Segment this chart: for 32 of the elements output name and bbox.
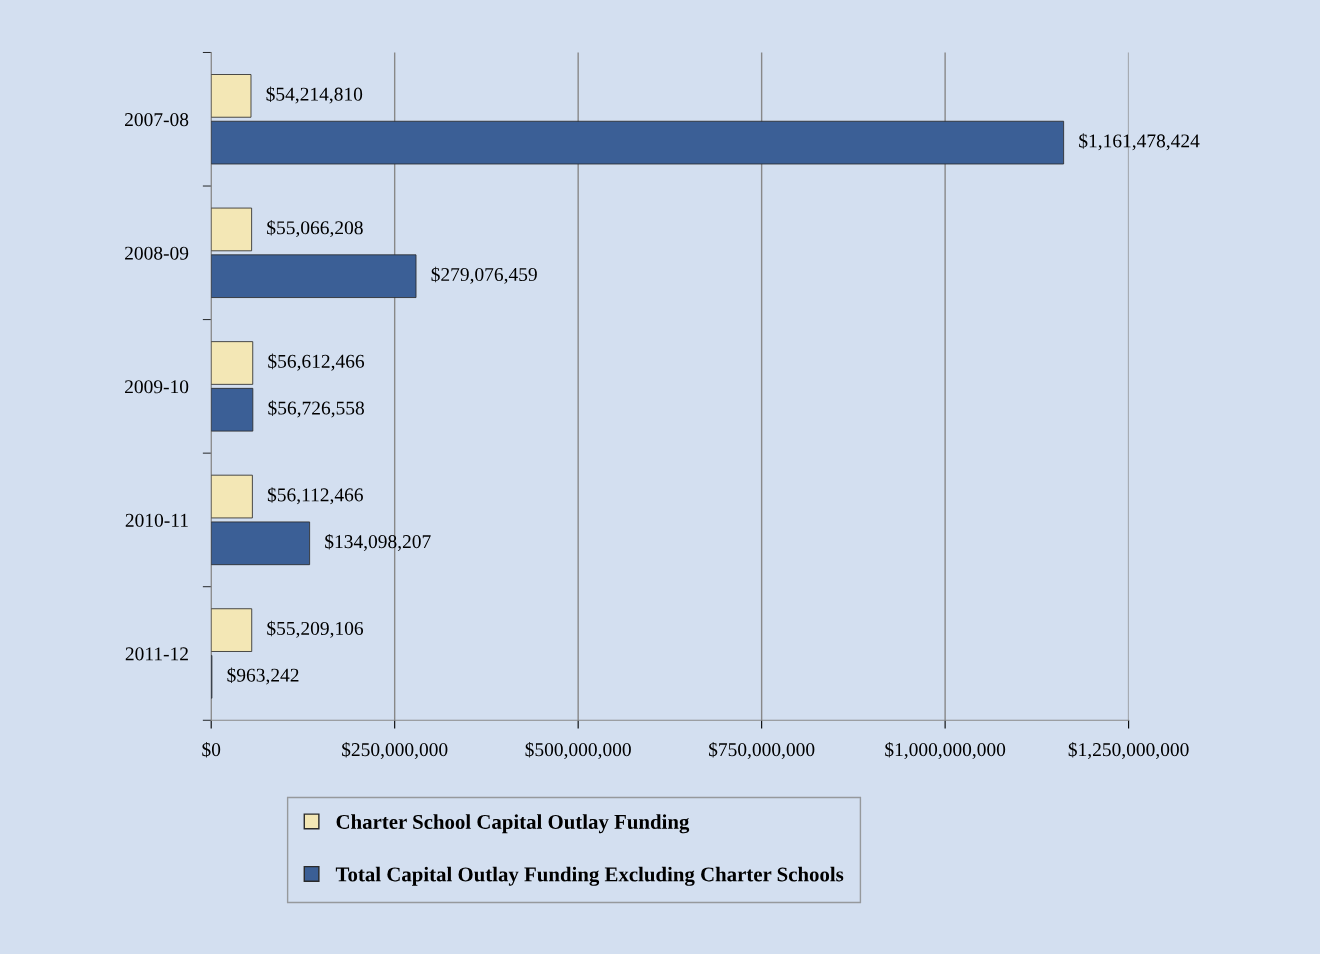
bar: [211, 341, 254, 385]
data-label: $55,066,208: [267, 220, 363, 238]
x-tick-label: $1,250,000,000: [1068, 741, 1189, 759]
data-label: $56,726,558: [268, 400, 364, 418]
y-tick-label: 2011-12: [125, 647, 188, 661]
bar: [211, 120, 1065, 165]
y-tick-label: 2008-09: [125, 246, 189, 260]
legend-label: Charter School Capital Outlay Funding: [336, 814, 690, 834]
data-label: $56,612,466: [268, 353, 365, 371]
x-tick-label: $750,000,000: [709, 741, 815, 759]
data-label: $54,214,810: [266, 86, 363, 104]
x-tick-label: $500,000,000: [525, 741, 631, 759]
data-label: $279,076,459: [431, 266, 537, 284]
y-tick-label: 2007-08: [125, 113, 189, 127]
data-label: $56,112,466: [267, 487, 363, 505]
bar: [211, 254, 417, 298]
bar: [211, 387, 254, 432]
bar: [211, 207, 253, 252]
data-label: $1,161,478,424: [1079, 133, 1200, 151]
y-tick-label: 2010-11: [125, 513, 188, 527]
bar: [211, 521, 311, 566]
data-label: $55,209,106: [267, 620, 364, 638]
x-tick-label: $250,000,000: [342, 741, 448, 759]
data-label: $963,242: [227, 667, 299, 685]
y-tick-label: 2009-10: [125, 380, 189, 394]
bar: [211, 74, 252, 118]
x-tick-label: $1,000,000,000: [885, 741, 1006, 759]
bar: [211, 474, 253, 519]
legend-label: Total Capital Outlay Funding Excluding Charter Schools: [335, 866, 844, 886]
x-tick-label: $0: [202, 741, 221, 758]
bar: [211, 608, 253, 652]
data-label: $134,098,207: [325, 533, 431, 551]
